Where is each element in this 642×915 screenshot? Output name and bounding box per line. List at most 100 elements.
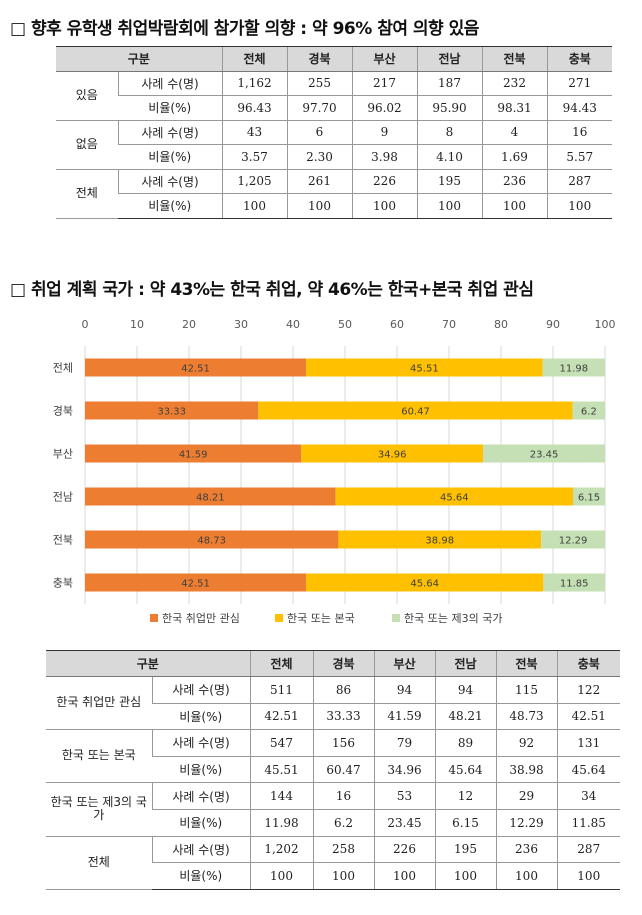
data-label: 45.64 [410,579,439,590]
data-label: 11.85 [560,579,589,590]
data-label: 38.98 [425,536,454,547]
table-header-row: 구분 전체 경북 부산 전남 전북 충북 [46,650,620,677]
table-cell: 236 [495,836,557,864]
bar-segment [85,444,302,463]
table-cell: 100 [221,193,287,219]
table-cell: 115 [495,676,557,704]
x-tick-label: 80 [494,318,508,331]
table-cell: 45.64 [556,756,620,784]
row-group-label: 없음 [56,120,118,170]
table-row: 있음 사례 수(명) 1,162 255 217 187 232 271 [56,71,612,121]
table-cell: 41.59 [373,703,435,731]
table-cell: 96.43 [221,95,287,121]
table-row: 비율(%) 100 100 100 100 100 100 [56,193,612,219]
table-cell: 100 [481,193,547,219]
bar-segment [572,401,605,420]
table-cell: 2.30 [286,144,352,170]
category-label: 전북 [53,534,73,547]
legend-swatch [150,614,158,622]
table-cell: 1.69 [481,144,547,170]
row-sub-label: 비율(%) [118,144,222,170]
table-cell: 92 [495,729,557,757]
table-cell: 98.31 [481,95,547,121]
bar-segment [338,530,542,549]
table-cell: 100 [495,862,557,890]
table-cell: 217 [351,71,417,96]
header-total: 전체 [249,650,313,677]
table-row: 전체 사례 수(명) 1,202 258 226 195 236 287 [46,836,620,890]
header-gyeongbuk: 경북 [312,650,374,677]
row-group-label: 전체 [46,836,152,890]
table-cell: 100 [351,193,417,219]
x-tick-label: 0 [82,318,89,331]
data-label: 41.59 [179,450,208,461]
table-cell: 94.43 [546,95,612,121]
header-jeonnam: 전남 [434,650,496,677]
table-cell: 42.51 [249,703,313,731]
table-cell: 1,205 [221,169,287,194]
data-label: 6.2 [581,407,597,418]
table-cell: 8 [416,120,482,145]
legend-swatch [275,614,283,622]
table-cell: 255 [286,71,352,96]
table-cell: 271 [546,71,612,96]
table-cell: 187 [416,71,482,96]
data-label: 48.21 [196,493,225,504]
row-sub-label: 비율(%) [152,809,250,837]
participation-intent-table: 구분 전체 경북 부산 전남 전북 충북 있음 사례 수(명) 1,162 255 21… [56,46,612,219]
row-sub-label: 사례 수(명) [117,71,222,96]
data-label: 45.51 [410,364,439,375]
data-label: 11.98 [560,364,589,375]
bar-segment [335,487,574,506]
table-cell: 6.15 [434,809,496,837]
table-cell: 38.98 [495,756,557,784]
table-cell: 6 [286,120,352,145]
data-label: 60.47 [401,407,430,418]
x-tick-label: 100 [595,318,616,331]
table-cell: 287 [556,836,620,864]
category-label: 부산 [53,448,73,461]
table-cell: 3.57 [221,144,287,170]
row-group-label: 전체 [56,169,118,219]
table-cell: 96.02 [351,95,417,121]
table-cell: 97.70 [286,95,352,121]
x-tick-label: 30 [234,318,248,331]
header-busan: 부산 [351,46,417,72]
table-cell: 12.29 [495,809,557,837]
table-cell: 45.51 [249,756,313,784]
table-header-row: 구분 전체 경북 부산 전남 전북 충북 [56,46,612,72]
row-sub-label: 비율(%) [152,703,250,731]
header-category: 구분 [46,650,250,677]
row-group-label: 한국 또는 제3의 국가 [46,782,152,837]
table-cell: 100 [556,862,620,890]
table-row: 한국 취업만 관심 사례 수(명) 511 86 94 94 115 122 [46,676,620,731]
data-label: 48.73 [197,536,226,547]
table-cell: 48.21 [434,703,496,731]
table-cell: 195 [416,169,482,194]
table-cell: 86 [312,676,374,704]
bar-segment [573,487,605,506]
table-cell: 100 [249,862,313,890]
data-label: 33.33 [157,407,186,418]
header-busan: 부산 [373,650,435,677]
table-cell: 547 [249,729,313,757]
table-cell: 3.98 [351,144,417,170]
table-cell: 131 [556,729,620,757]
table-cell: 1,162 [221,71,287,96]
table-row: 비율(%) 96.43 97.70 96.02 95.90 98.31 94.43 [56,95,612,121]
row-sub-label: 사례 수(명) [151,836,250,864]
data-label: 12.29 [559,536,588,547]
bar-segment [301,444,484,463]
x-tick-label: 40 [286,318,300,331]
bar-segment [306,358,543,377]
employment-country-chart: 0 10 20 30 40 50 60 70 80 90 100 전체 42.51 45.51 11.98 경… [53,318,616,625]
table-cell: 29 [495,782,557,810]
x-tick-label: 90 [546,318,560,331]
table-row: 비율(%) 3.57 2.30 3.98 4.10 1.69 5.57 [56,144,612,170]
table-cell: 94 [434,676,496,704]
legend-label: 한국 또는 본국 [287,612,355,625]
table-cell: 43 [221,120,287,145]
bar-segment [306,573,544,592]
table-cell: 100 [416,193,482,219]
table-row: 비율(%) 100 100 100 100 100 100 [46,862,620,890]
